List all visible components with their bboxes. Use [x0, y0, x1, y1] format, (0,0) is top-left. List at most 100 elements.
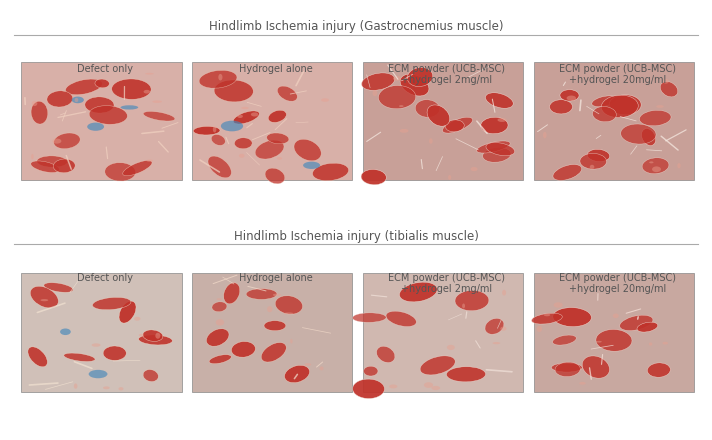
Ellipse shape: [89, 370, 108, 378]
Ellipse shape: [592, 96, 617, 107]
Ellipse shape: [481, 117, 508, 134]
Ellipse shape: [152, 100, 162, 103]
Ellipse shape: [393, 76, 401, 81]
Ellipse shape: [649, 342, 652, 346]
Bar: [363, 273, 523, 392]
Ellipse shape: [429, 138, 433, 144]
Ellipse shape: [194, 126, 220, 135]
Ellipse shape: [237, 114, 243, 118]
Ellipse shape: [560, 90, 579, 101]
Ellipse shape: [87, 123, 104, 131]
Ellipse shape: [72, 96, 84, 103]
Ellipse shape: [303, 161, 320, 169]
Ellipse shape: [251, 112, 258, 117]
Ellipse shape: [553, 165, 582, 180]
Ellipse shape: [532, 313, 562, 324]
Ellipse shape: [234, 111, 259, 124]
Ellipse shape: [427, 105, 450, 126]
Ellipse shape: [221, 121, 243, 132]
Ellipse shape: [587, 149, 609, 161]
Ellipse shape: [268, 110, 286, 122]
Ellipse shape: [649, 161, 654, 163]
Bar: [534, 273, 694, 392]
Ellipse shape: [219, 74, 222, 81]
Ellipse shape: [264, 321, 286, 331]
Ellipse shape: [31, 286, 58, 308]
Ellipse shape: [208, 156, 231, 178]
Ellipse shape: [118, 387, 123, 390]
Ellipse shape: [590, 165, 595, 169]
Ellipse shape: [553, 308, 592, 326]
Ellipse shape: [103, 386, 110, 389]
Ellipse shape: [647, 363, 671, 377]
Ellipse shape: [567, 95, 576, 101]
Ellipse shape: [66, 79, 103, 95]
Ellipse shape: [446, 367, 486, 382]
Ellipse shape: [471, 167, 478, 171]
Ellipse shape: [37, 156, 68, 167]
Ellipse shape: [399, 129, 409, 133]
Ellipse shape: [448, 175, 451, 180]
Ellipse shape: [543, 132, 547, 138]
Ellipse shape: [550, 100, 572, 114]
Ellipse shape: [216, 298, 222, 300]
Ellipse shape: [660, 81, 678, 97]
Ellipse shape: [399, 105, 404, 107]
Ellipse shape: [267, 133, 289, 144]
Text: ECM powder (UCB-MSC)
+hydrogel 2mg/ml: ECM powder (UCB-MSC) +hydrogel 2mg/ml: [388, 273, 506, 294]
Text: ECM powder (UCB-MSC)
+hydrogel 20mg/ml: ECM powder (UCB-MSC) +hydrogel 20mg/ml: [559, 273, 676, 294]
Ellipse shape: [486, 143, 515, 156]
Bar: [192, 273, 352, 392]
Ellipse shape: [613, 314, 619, 318]
Ellipse shape: [639, 110, 671, 126]
Ellipse shape: [361, 169, 387, 185]
Ellipse shape: [206, 329, 229, 346]
Ellipse shape: [552, 363, 582, 372]
Ellipse shape: [362, 73, 394, 90]
Ellipse shape: [553, 302, 562, 308]
Ellipse shape: [321, 98, 329, 102]
Ellipse shape: [85, 97, 114, 113]
Ellipse shape: [352, 379, 384, 399]
Ellipse shape: [305, 363, 311, 366]
Ellipse shape: [143, 330, 163, 341]
Text: Hydrogel alone: Hydrogel alone: [239, 273, 313, 283]
Ellipse shape: [553, 335, 576, 345]
Ellipse shape: [656, 105, 664, 108]
Ellipse shape: [122, 161, 152, 176]
Ellipse shape: [579, 382, 586, 385]
Ellipse shape: [420, 356, 455, 375]
Ellipse shape: [31, 101, 48, 124]
Ellipse shape: [642, 158, 669, 174]
Text: ECM powder (UCB-MSC)
+hydrogel 2mg/ml: ECM powder (UCB-MSC) +hydrogel 2mg/ml: [388, 64, 506, 85]
Ellipse shape: [290, 339, 293, 344]
Ellipse shape: [544, 314, 550, 316]
Bar: [21, 62, 182, 180]
Ellipse shape: [74, 383, 78, 389]
Ellipse shape: [75, 98, 78, 102]
Ellipse shape: [214, 80, 253, 102]
Ellipse shape: [642, 128, 656, 146]
Ellipse shape: [234, 138, 252, 149]
Ellipse shape: [212, 302, 227, 312]
Ellipse shape: [52, 139, 61, 144]
Ellipse shape: [596, 341, 602, 343]
Ellipse shape: [31, 161, 60, 172]
Ellipse shape: [93, 297, 131, 310]
Ellipse shape: [89, 106, 127, 125]
Bar: [21, 273, 182, 392]
Text: Defect only: Defect only: [77, 273, 133, 283]
Ellipse shape: [364, 366, 378, 376]
Text: Hindlimb Ischemia injury (Gastrocnemius muscle): Hindlimb Ischemia injury (Gastrocnemius …: [209, 20, 503, 33]
Ellipse shape: [105, 163, 135, 181]
Ellipse shape: [377, 346, 395, 363]
Ellipse shape: [502, 290, 506, 296]
Ellipse shape: [580, 154, 607, 169]
Ellipse shape: [44, 282, 73, 292]
Bar: [363, 62, 523, 180]
Ellipse shape: [285, 365, 310, 383]
Ellipse shape: [28, 347, 48, 367]
Ellipse shape: [146, 159, 153, 162]
Ellipse shape: [216, 319, 224, 326]
Ellipse shape: [592, 106, 617, 122]
